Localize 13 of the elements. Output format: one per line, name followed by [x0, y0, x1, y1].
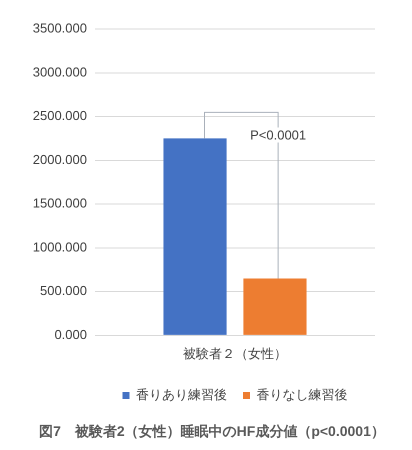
y-tick-label: 1500.000 [32, 196, 87, 211]
y-tick-label: 500.000 [40, 283, 87, 298]
y-tick-label: 2500.000 [32, 108, 87, 124]
x-tick-label: 被験者２（女性） [183, 346, 287, 361]
y-tick-label: 3500.000 [32, 20, 87, 36]
annotation: P<0.0001 [248, 128, 308, 143]
y-tick-label: 0.000 [54, 326, 87, 342]
y-tick-label: 1000.000 [32, 239, 87, 254]
text: 図7 被験者2（女性）睡眠中のHF成分値（p<0.0001） [38, 423, 386, 441]
y-tick-label: 2000.000 [32, 152, 87, 167]
y-tick-label: 3000.000 [32, 64, 87, 80]
legend-label: 香りあり練習後 [136, 387, 227, 402]
legend-label: 香りなし練習後 [256, 387, 348, 402]
